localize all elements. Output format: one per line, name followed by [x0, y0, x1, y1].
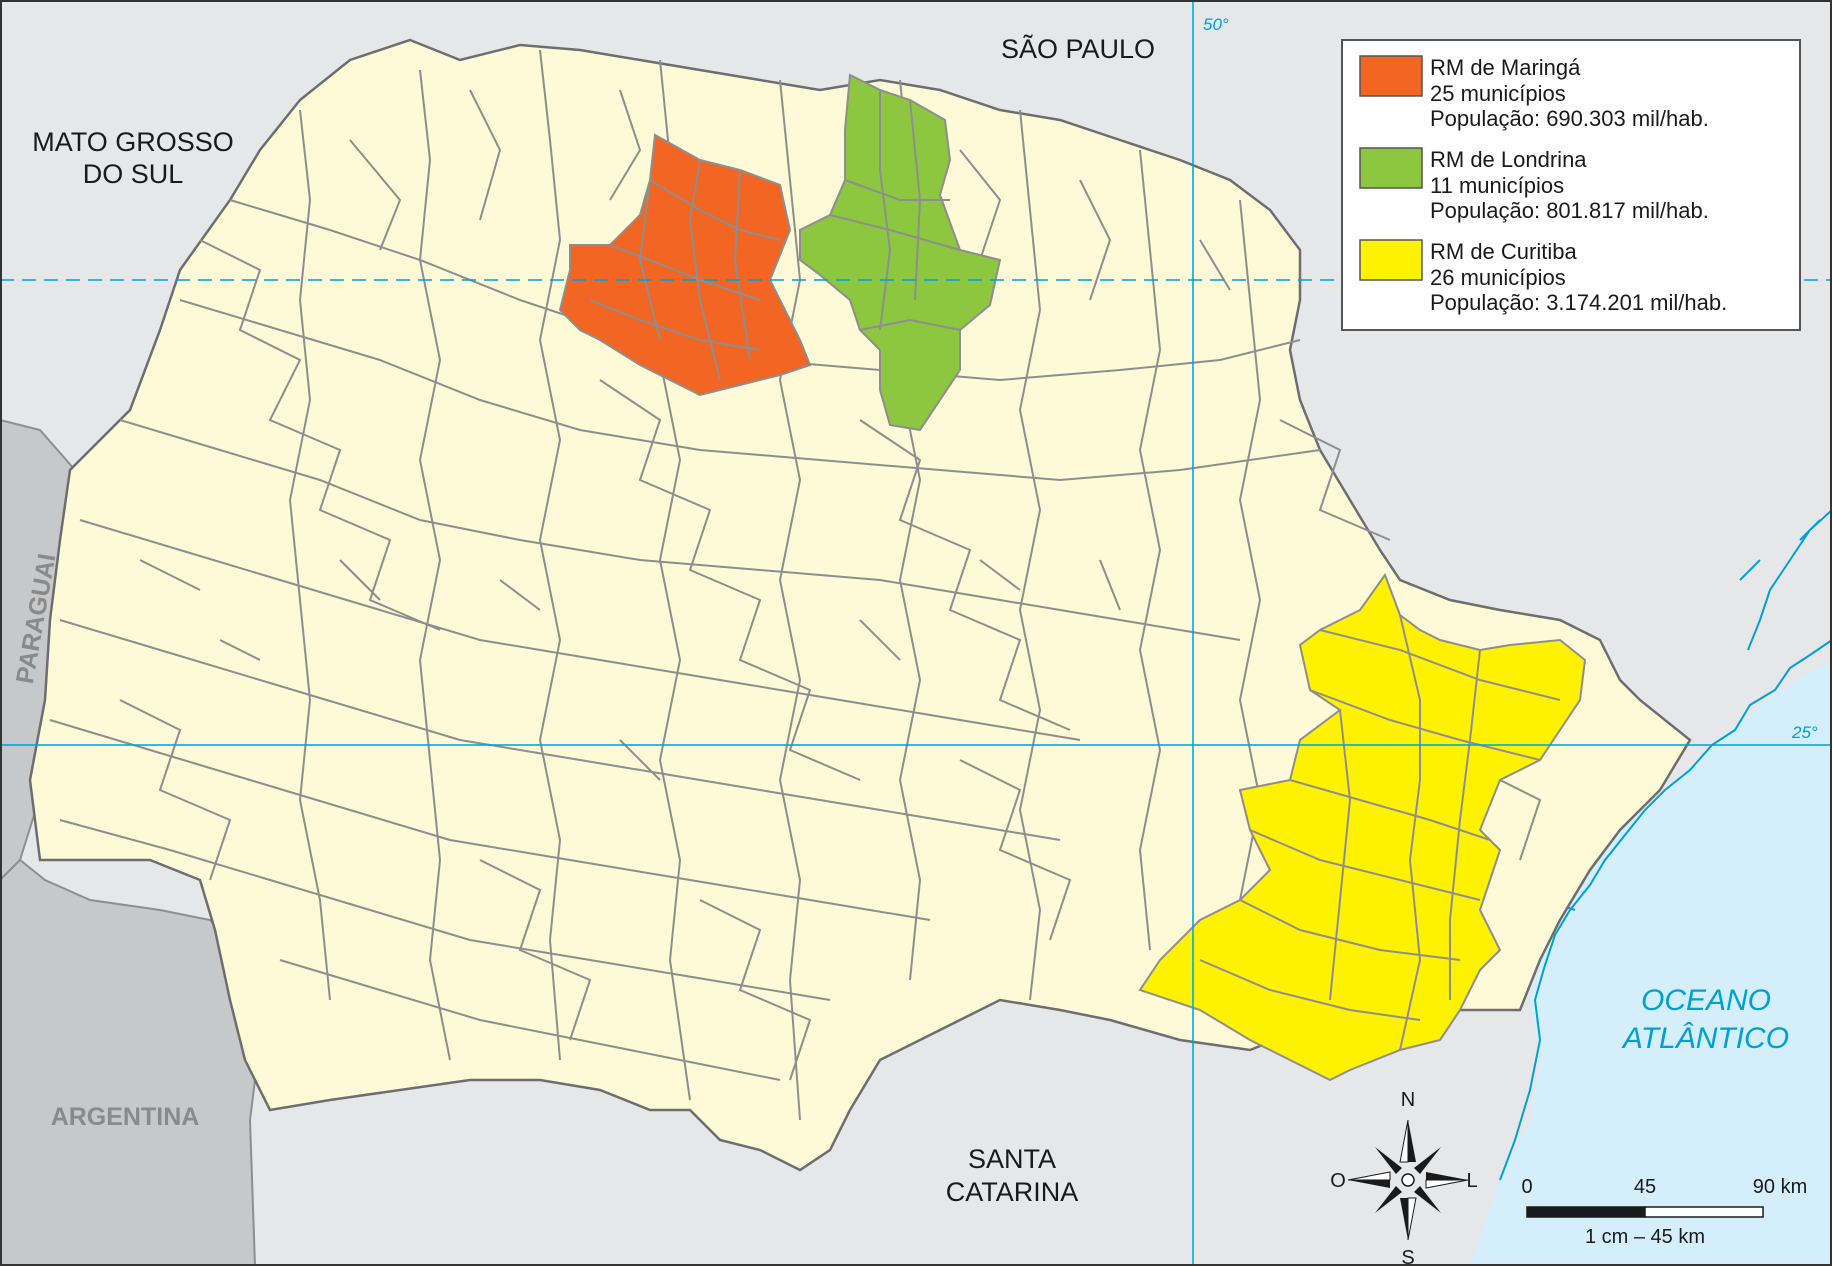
legend-item-londrina: RM de Londrina 11 municípios População: …	[1359, 147, 1709, 223]
compass-east: L	[1466, 1170, 1477, 1192]
rm-londrina-region	[799, 73, 1002, 432]
label-ocean-line1: OCEANO	[1641, 984, 1771, 1017]
legend-item-curitiba: RM de Curitiba 26 municípios População: …	[1359, 239, 1727, 315]
label-mato-grosso-line2: DO SUL	[83, 159, 184, 189]
legend-swatch-maringa	[1359, 55, 1423, 97]
legend-swatch-curitiba	[1359, 239, 1423, 281]
label-parallel-25: 25°	[1791, 723, 1818, 742]
legend-name: RM de Curitiba	[1430, 239, 1577, 264]
label-santa-catarina-line2: CATARINA	[946, 1177, 1079, 1207]
compass-north: N	[1401, 1089, 1415, 1111]
scale-tick-90: 90 km	[1753, 1176, 1807, 1198]
scale-bar: 0 45 90 km 1 cm – 45 km	[1521, 1176, 1807, 1248]
label-meridian-50: 50°	[1203, 15, 1229, 34]
legend-count: 25 municípios	[1430, 81, 1566, 106]
rm-maringa-region	[558, 133, 812, 397]
scale-tick-45: 45	[1634, 1176, 1656, 1198]
compass-west: O	[1330, 1170, 1346, 1192]
compass-star-icon	[1347, 1119, 1469, 1241]
legend-name: RM de Maringá	[1430, 55, 1581, 80]
label-argentina: ARGENTINA	[51, 1103, 200, 1131]
coastline	[1499, 639, 1832, 1181]
legend: RM de Maringá 25 municípios População: 6…	[1341, 39, 1801, 331]
compass-rose: N S O L	[1330, 1089, 1477, 1266]
river-upper-right	[1739, 509, 1832, 651]
rm-curitiba-region	[1138, 572, 1587, 1082]
scale-segment-dark	[1526, 1206, 1646, 1218]
legend-count: 26 municípios	[1430, 265, 1566, 290]
legend-swatch-londrina	[1359, 147, 1423, 189]
label-ocean-line2: ATLÂNTICO	[1621, 1022, 1789, 1055]
legend-count: 11 municípios	[1430, 173, 1564, 198]
legend-population: População: 801.817 mil/hab.	[1430, 198, 1709, 223]
label-santa-catarina-line1: SANTA	[968, 1144, 1056, 1174]
label-mato-grosso-line1: MATO GROSSO	[32, 127, 234, 157]
compass-south: S	[1401, 1247, 1414, 1266]
legend-item-maringa: RM de Maringá 25 municípios População: 6…	[1359, 55, 1709, 131]
scale-caption: 1 cm – 45 km	[1585, 1226, 1705, 1248]
legend-population: População: 690.303 mil/hab.	[1430, 106, 1709, 131]
legend-population: População: 3.174.201 mil/hab.	[1430, 290, 1727, 315]
municipality-boundaries	[49, 49, 1542, 1121]
scale-segment-light	[1644, 1206, 1764, 1218]
legend-name: RM de Londrina	[1430, 147, 1587, 172]
label-sao-paulo: SÃO PAULO	[1001, 33, 1155, 64]
scale-tick-0: 0	[1521, 1176, 1532, 1198]
atlantic-ocean	[1470, 660, 1832, 1266]
